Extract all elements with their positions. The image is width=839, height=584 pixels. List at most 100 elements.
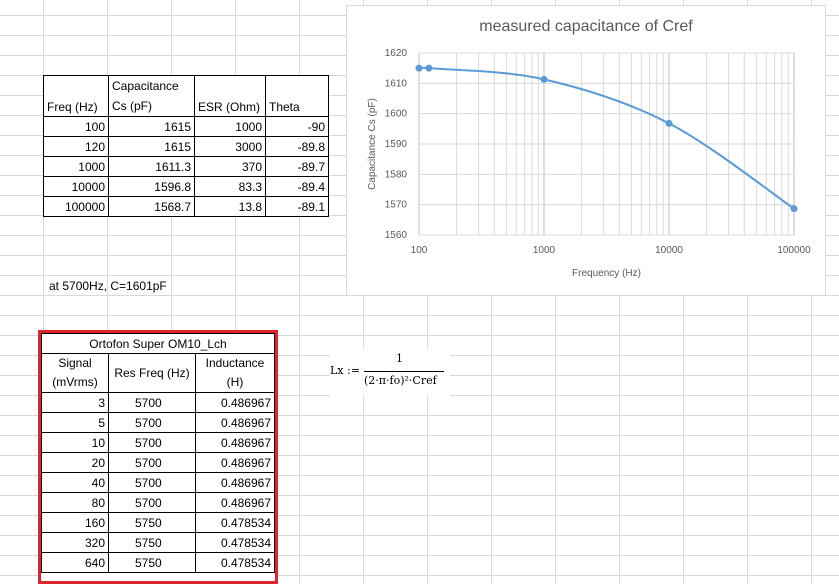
header-freq[interactable]: Freq (Hz) [43,75,109,117]
table-cell[interactable]: 0.486967 [195,452,275,473]
table-row: 120 1615 3000 -89.8 [43,136,329,157]
header-signal[interactable]: Signal (mVrms) [41,353,109,393]
table-cell[interactable]: 20 [41,452,109,473]
x-tick-label: 10000 [655,245,683,256]
table-cell[interactable]: 120 [43,136,109,157]
y-tick-label: 1580 [385,169,408,180]
table-cell[interactable]: 5700 [108,452,196,473]
table-cell[interactable]: 5750 [108,532,196,553]
table-cell[interactable]: -89.7 [265,156,329,177]
x-tick-label: 100000 [777,245,811,256]
table-row: 20 5700 0.486967 [41,452,275,473]
table-cell[interactable]: 1615 [108,116,195,137]
capacitance-chart[interactable]: measured capacitance of Cref 1560 1570 158… [346,5,826,296]
table-cell[interactable]: 5750 [108,552,196,573]
table-row: 640 5750 0.478534 [41,552,275,573]
table-cell[interactable]: 5700 [108,472,196,493]
table-row: 1000 1611.3 370 -89.7 [43,156,329,177]
x-tick-label: 100 [411,245,428,256]
table-cell[interactable]: -89.4 [265,176,329,197]
table-cell[interactable]: 83.3 [194,176,266,197]
table-cell[interactable]: 10000 [43,176,109,197]
data-point [425,64,433,72]
header-theta[interactable]: Theta [265,75,329,117]
header-esr[interactable]: ESR (Ohm) [194,75,266,117]
cartridge-table: Ortofon Super OM10_Lch Signal (mVrms) Re… [41,333,275,573]
table-cell[interactable]: 160 [41,512,109,533]
table-row: 100000 1568.7 13.8 -89.1 [43,196,329,217]
table-cell[interactable]: 370 [194,156,266,177]
series-line [415,66,795,210]
table-cell[interactable]: 0.486967 [195,432,275,453]
table-row: 160 5750 0.478534 [41,512,275,533]
table-cell[interactable]: 0.478534 [195,532,275,553]
table-cell[interactable]: 0.486967 [195,412,275,433]
table-cell[interactable]: 5700 [108,412,196,433]
x-axis-label: Frequency (Hz) [572,268,641,279]
table-cell[interactable]: 5750 [108,512,196,533]
table-row: 3 5700 0.486967 [41,392,275,413]
table-row: 40 5700 0.486967 [41,472,275,493]
table-cell[interactable]: 40 [41,472,109,493]
note-text[interactable]: at 5700Hz, C=1601pF [49,279,167,293]
table-cell[interactable]: 5 [41,412,109,433]
table-cell[interactable]: 0.486967 [195,392,275,413]
table-row: 320 5750 0.478534 [41,532,275,553]
y-tick-label: 1600 [385,109,408,120]
header-cap-line2: Cs (pF) [112,99,152,113]
table-cell[interactable]: 0.486967 [195,472,275,493]
formula-lhs: Lx := [330,364,360,377]
y-axis-label: Capacitance Cs (pF) [367,98,378,190]
table-cell[interactable]: 10 [41,432,109,453]
data-point [415,64,423,72]
table-cell[interactable]: 3 [41,392,109,413]
table-cell[interactable]: 1568.7 [108,196,195,217]
formula-numerator: 1 [396,352,403,365]
table-cell[interactable]: 100000 [43,196,109,217]
table-cell[interactable]: 320 [41,532,109,553]
table-row: 100 1615 1000 -90 [43,116,329,137]
y-tick-label: 1560 [385,230,408,241]
cartridge-table-highlight: Ortofon Super OM10_Lch Signal (mVrms) Re… [38,330,278,584]
table-cell[interactable]: 640 [41,552,109,573]
table-cell[interactable]: 1596.8 [108,176,195,197]
table-row: 5 5700 0.486967 [41,412,275,433]
y-tick-label: 1610 [385,78,408,89]
table-cell[interactable]: -89.1 [265,196,329,217]
header-cap-line1: Capacitance [112,79,179,93]
inductance-formula[interactable]: Lx := 1 (2·π·fo)²·Cref [330,348,450,396]
chart-plot: 1560 1570 1580 1590 1600 1610 1620 100 1000 10000… [367,48,811,279]
table-cell[interactable]: 1611.3 [108,156,195,177]
header-inductance-line1: Inductance [205,356,265,370]
table-cell[interactable]: 5700 [108,492,196,513]
table-cell[interactable]: 100 [43,116,109,137]
table-cell[interactable]: -89.8 [265,136,329,157]
table-row: 80 5700 0.486967 [41,492,275,513]
x-tick-label: 1000 [533,245,556,256]
y-tick-label: 1620 [385,48,408,59]
data-point [665,119,673,127]
table-cell[interactable]: 80 [41,492,109,513]
table-cell[interactable]: 13.8 [194,196,266,217]
table-cell[interactable]: -90 [265,116,329,137]
table-cell[interactable]: 1615 [108,136,195,157]
header-inductance[interactable]: Inductance (H) [195,353,275,393]
table-cell[interactable]: 1000 [43,156,109,177]
table-cell[interactable]: 5700 [108,432,196,453]
formula-denominator: (2·π·fo)²·Cref [364,374,437,387]
header-capacitance[interactable]: Capacitance Cs (pF) [108,75,195,117]
table-cell[interactable]: 0.486967 [195,492,275,513]
table-cell[interactable]: 1000 [194,116,266,137]
data-point [790,205,798,213]
table-cell[interactable]: 3000 [194,136,266,157]
chart-title: measured capacitance of Cref [479,18,693,35]
cartridge-title[interactable]: Ortofon Super OM10_Lch [41,333,275,354]
table-cell[interactable]: 5700 [108,392,196,413]
y-tick-label: 1590 [385,139,408,150]
table-row: 10 5700 0.486967 [41,432,275,453]
header-signal-line2: (mVrms) [52,375,98,389]
header-res-freq[interactable]: Res Freq (Hz) [108,353,196,393]
table-cell[interactable]: 0.478534 [195,552,275,573]
header-signal-line1: Signal [58,356,92,370]
table-cell[interactable]: 0.478534 [195,512,275,533]
